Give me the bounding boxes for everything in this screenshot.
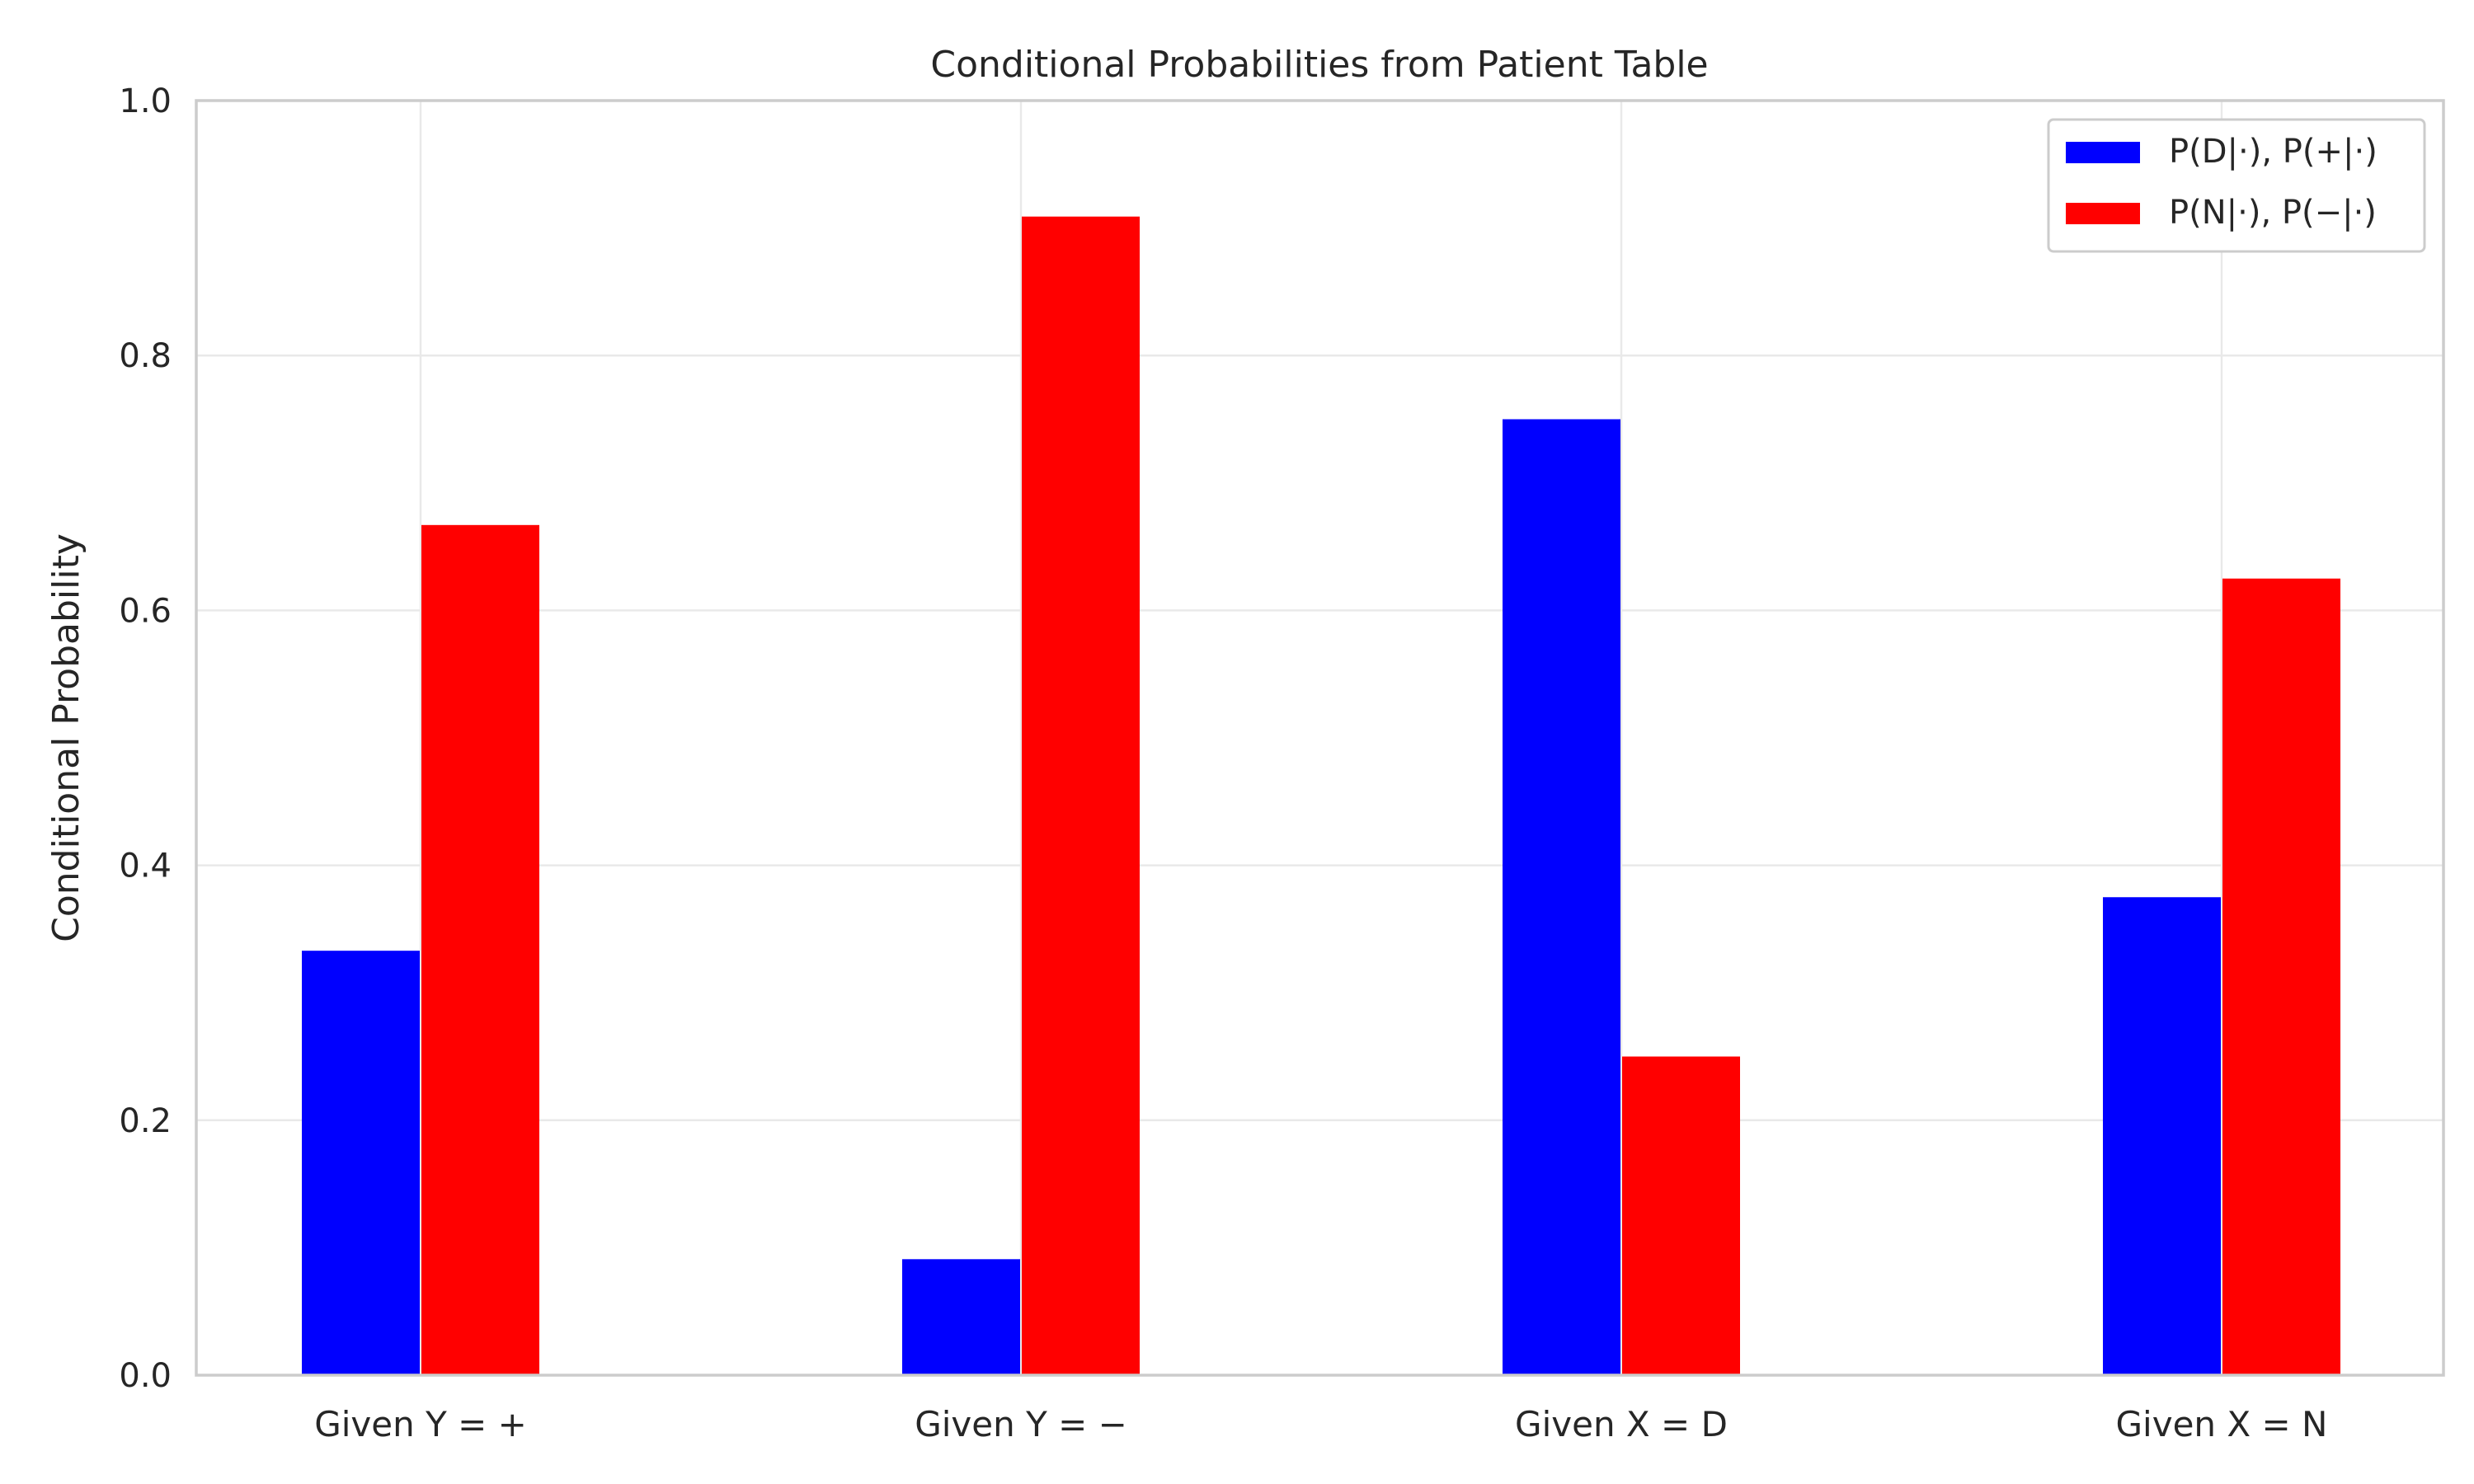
legend-label-1: P(N|·), P(−|·) xyxy=(2169,194,2377,232)
y-tick-label: 0.0 xyxy=(119,1357,172,1395)
y-tick-label: 1.0 xyxy=(119,82,172,120)
legend-label-0: P(D|·), P(+|·) xyxy=(2169,133,2378,171)
bar-red-1 xyxy=(421,524,539,1375)
x-axis: Given Y = + Given Y = − Given X = D Given X… xyxy=(314,1404,2327,1444)
y-tick-label: 0.6 xyxy=(119,592,172,630)
legend-swatch-1 xyxy=(2066,203,2140,224)
bar-blue-4 xyxy=(2103,897,2221,1375)
bar-red-3 xyxy=(1622,1056,1740,1375)
x-tick-label: Given Y = − xyxy=(915,1404,1127,1444)
bar-blue-3 xyxy=(1503,419,1620,1375)
x-tick-label: Given X = D xyxy=(1515,1404,1728,1444)
y-tick-label: 0.4 xyxy=(119,848,172,885)
x-tick-label: Given Y = + xyxy=(314,1404,527,1444)
y-axis-label: Conditional Probability xyxy=(45,533,87,942)
legend-swatch-0 xyxy=(2066,142,2140,163)
bar-blue-2 xyxy=(902,1259,1020,1375)
bar-red-2 xyxy=(1022,216,1140,1375)
bars xyxy=(302,216,2340,1375)
chart-title: Conditional Probabilities from Patient T… xyxy=(930,44,1708,86)
bar-red-4 xyxy=(2222,578,2340,1375)
y-tick-label: 0.2 xyxy=(119,1102,172,1140)
y-tick-label: 0.8 xyxy=(119,337,172,375)
legend-frame xyxy=(2047,118,2426,253)
x-tick-label: Given X = N xyxy=(2116,1404,2328,1444)
bar-blue-1 xyxy=(302,951,420,1375)
legend: P(D|·), P(+|·) P(N|·), P(−|·) xyxy=(2047,118,2426,253)
plot-frame xyxy=(195,99,2445,1377)
y-axis: 0.0 0.2 0.4 0.6 0.8 1.0 xyxy=(119,82,172,1395)
